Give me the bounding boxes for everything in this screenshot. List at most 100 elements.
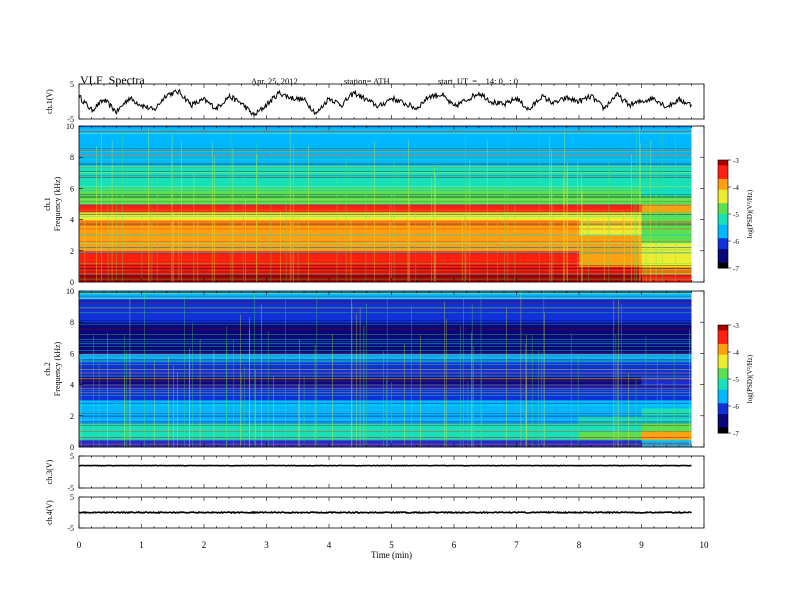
ch2-spectrogram-ytick-label: 8	[70, 318, 74, 327]
ch1-spectrogram-colorbar-tick-label: -6	[733, 238, 739, 246]
ch1-spectrogram-colorbar-seg	[718, 235, 728, 239]
ch2-spectrogram-colorbar-seg	[718, 430, 728, 434]
ch1-spectrogram-cell	[579, 235, 642, 244]
ch1-spectrogram-colorbar-seg	[718, 173, 728, 177]
ch1-waveform-ytick-label: -5	[67, 115, 74, 124]
ch2-spectrogram-cell	[641, 431, 692, 440]
ch1-spectrogram-ytick-label: 0	[70, 278, 74, 287]
ch1-spectrogram-cell	[329, 235, 392, 244]
ch2-spectrogram-cell	[579, 431, 642, 440]
ch1-spectrogram-colorbar-seg	[718, 262, 728, 266]
ch1-spectrogram-cell	[141, 133, 205, 142]
ch1-spectrogram-cell	[579, 258, 642, 267]
ch1-spectrogram-cell	[641, 165, 692, 174]
ch2-spectrogram-colorbar-label: log(PSD)(V²/Hz)	[746, 354, 754, 403]
ch1-spectrogram-cell	[391, 227, 455, 236]
ch1-spectrogram-cell	[641, 141, 692, 150]
ch1-spectrogram-cell	[454, 188, 517, 197]
ch1-spectrogram-cell	[329, 227, 392, 236]
ch1-spectrogram-cell	[516, 141, 580, 150]
ch2-spectrogram-cell	[204, 361, 267, 370]
ch2-spectrogram-colorbar-seg	[718, 389, 728, 393]
ch1-spectrogram-cell	[329, 258, 392, 267]
ch2-spectrogram-cell	[204, 415, 267, 424]
ch1-waveform-frame	[78, 83, 705, 120]
ch1-spectrogram-cell	[204, 133, 267, 142]
ch2-spectrogram-cell	[266, 408, 330, 417]
ch1-spectrogram-colorbar-seg	[718, 168, 728, 172]
ch2-spectrogram-colorbar-seg	[718, 392, 728, 396]
ch1-spectrogram-colorbar-seg	[718, 219, 728, 223]
ch1-spectrogram-colorbar-seg	[718, 184, 728, 188]
ch2-spectrogram-colorbar-seg	[718, 354, 728, 358]
time-tick-label: 3	[264, 540, 269, 550]
ch1-spectrogram-cell	[516, 180, 580, 189]
ch1-spectrogram-cell	[329, 211, 392, 220]
ch2-spectrogram-colorbar-seg	[718, 327, 728, 331]
ch1-spectrogram-cell	[204, 126, 267, 135]
time-tick-label: 0	[77, 540, 82, 550]
ch1-spectrogram-cell	[266, 133, 330, 142]
ch1-spectrogram-cell	[329, 165, 392, 174]
ch1-spectrogram-cell	[329, 133, 392, 142]
ch1-spectrogram-cell	[79, 188, 142, 197]
ch1-spectrogram-cell	[79, 258, 142, 267]
ch1-spectrogram-cell	[641, 211, 692, 220]
ch2-spectrogram-cell	[454, 361, 517, 370]
ch1-spectrogram-cell	[454, 165, 517, 174]
ch1-spectrogram-ytick-label: 2	[70, 247, 74, 256]
ch1-spectrogram-cell	[141, 165, 205, 174]
ch2-spectrogram-cell	[204, 322, 267, 331]
ch2-spectrogram-cell	[454, 423, 517, 432]
ch2-spectrogram-cell	[141, 361, 205, 370]
ch1-spectrogram-cell	[266, 126, 330, 135]
ch1-spectrogram-cell	[141, 141, 205, 150]
ch1-spectrogram-cell	[579, 250, 642, 259]
ch1-spectrogram-cell	[579, 133, 642, 142]
ch1-spectrogram-cell	[141, 149, 205, 158]
ch2-spectrogram-cell	[266, 291, 330, 300]
ch2-spectrogram-colorbar-seg	[718, 387, 728, 391]
ch2-spectrogram-colorbar-tick-label: -4	[733, 349, 739, 357]
ch2-spectrogram-cell	[579, 314, 642, 323]
ch2-spectrogram-cell	[79, 423, 142, 432]
ch1-spectrogram-cell	[516, 274, 580, 283]
ch2-spectrogram-colorbar-seg	[718, 357, 728, 361]
ch1-spectrogram-cell	[516, 196, 580, 205]
ch2-spectrogram-cell	[516, 291, 580, 300]
ch2-spectrogram-cell	[579, 353, 642, 362]
ch2-spectrogram-cell	[266, 415, 330, 424]
ch1-spectrogram-cell	[579, 157, 642, 166]
ch2-spectrogram-cell	[141, 423, 205, 432]
ch2-spectrogram-cell	[141, 345, 205, 354]
ch1-spectrogram-cell	[454, 274, 517, 283]
ch2-spectrogram-cell	[579, 306, 642, 315]
ch2-spectrogram-colorbar-seg	[718, 379, 728, 383]
ch1-spectrogram-colorbar-seg	[718, 265, 728, 269]
ch2-spectrogram-cell	[516, 314, 580, 323]
ch1-spectrogram-cell	[266, 141, 330, 150]
ch1-spectrogram-cell	[79, 196, 142, 205]
ch1-spectrogram-cell	[516, 126, 580, 135]
ch1-spectrogram-cell	[454, 141, 517, 150]
ch2-spectrogram-cell	[579, 408, 642, 417]
ch1-spectrogram-cell	[204, 149, 267, 158]
ch2-spectrogram-colorbar-seg	[718, 352, 728, 356]
ch2-spectrogram-cell	[516, 408, 580, 417]
ch2-spectrogram-cell	[516, 353, 580, 362]
ch3-waveform-ytick-label: -5	[67, 484, 74, 493]
ch2-spectrogram-colorbar-seg	[718, 341, 728, 345]
ch1-spectrogram-cell	[641, 258, 692, 267]
ch1-spectrogram-cell	[641, 204, 692, 213]
ch2-spectrogram-cell	[329, 408, 392, 417]
time-tick-label: 4	[327, 540, 332, 550]
ch1-spectrogram-cell	[641, 133, 692, 142]
ch2-spectrogram-cell	[141, 431, 205, 440]
ch2-spectrogram-cell	[454, 353, 517, 362]
ch1-spectrogram-colorbar-seg	[718, 203, 728, 207]
ch2-spectrogram-cell	[516, 306, 580, 315]
ch1-spectrogram-colorbar-seg	[718, 208, 728, 212]
ch1-spectrogram-cell	[79, 133, 142, 142]
ch2-spectrogram-cell	[391, 361, 455, 370]
ch1-spectrogram-cell	[391, 157, 455, 166]
